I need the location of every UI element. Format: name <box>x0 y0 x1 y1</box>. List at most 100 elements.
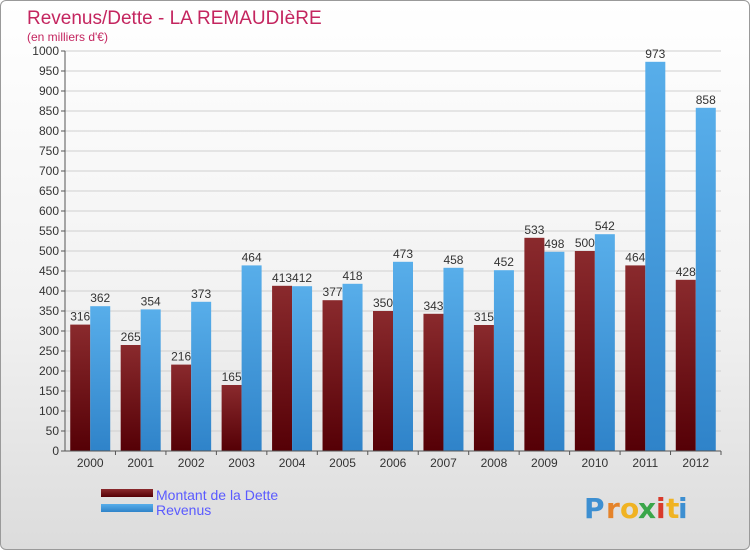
x-tick-label: 2007 <box>430 456 457 470</box>
bar-dette-2000 <box>70 324 91 451</box>
y-tick-label: 1000 <box>32 44 59 58</box>
data-label: 500 <box>575 236 595 250</box>
x-tick-label: 2009 <box>531 456 558 470</box>
data-label: 464 <box>242 250 262 264</box>
data-label: 362 <box>90 291 110 305</box>
bar-revenus-2012 <box>695 107 716 452</box>
y-tick-label: 400 <box>39 284 59 298</box>
y-tick-label: 150 <box>39 384 59 398</box>
bar-revenus-2006 <box>393 261 413 451</box>
x-tick-label: 2005 <box>329 456 356 470</box>
logo-letter: i <box>656 492 666 525</box>
bar-revenus-2008 <box>493 270 514 451</box>
bar-revenus-2010 <box>594 234 615 451</box>
x-tick-label: 2002 <box>178 456 205 470</box>
y-tick-label: 650 <box>39 184 59 198</box>
y-tick-label: 50 <box>46 424 60 438</box>
y-tick-label: 500 <box>39 244 59 258</box>
x-tick-label: 2004 <box>279 456 306 470</box>
x-tick-label: 2012 <box>682 456 709 470</box>
y-tick-label: 600 <box>39 204 59 218</box>
x-tick-label: 2003 <box>228 456 255 470</box>
legend-label-revenus: Revenus <box>156 502 211 518</box>
data-label: 373 <box>191 287 211 301</box>
data-label: 473 <box>393 247 413 261</box>
data-label: 413 <box>272 271 292 285</box>
legend-swatch-dette <box>101 489 153 497</box>
data-label: 418 <box>343 269 363 283</box>
y-tick-label: 900 <box>39 84 59 98</box>
data-label: 498 <box>544 237 564 251</box>
bar-dette-2009 <box>524 237 545 451</box>
y-tick-label: 100 <box>39 404 59 418</box>
logo-letter: x <box>638 492 656 525</box>
data-label: 165 <box>222 370 242 384</box>
x-tick-label: 2010 <box>581 456 608 470</box>
y-tick-label: 700 <box>39 164 59 178</box>
bar-dette-2010 <box>574 251 595 451</box>
data-label: 428 <box>676 265 696 279</box>
x-tick-label: 2006 <box>380 456 407 470</box>
y-tick-label: 950 <box>39 64 59 78</box>
data-label: 973 <box>645 47 665 61</box>
bar-dette-2007 <box>423 313 444 451</box>
data-label: 377 <box>323 285 343 299</box>
y-tick-label: 800 <box>39 124 59 138</box>
data-label: 458 <box>443 253 463 267</box>
bar-revenus-2005 <box>342 283 363 451</box>
bar-dette-2004 <box>272 285 293 451</box>
y-tick-label: 850 <box>39 104 59 118</box>
data-label: 412 <box>292 271 312 285</box>
chart-subtitle: (en milliers d'€) <box>27 30 108 44</box>
bar-revenus-2000 <box>90 306 111 451</box>
x-tick-label: 2001 <box>127 456 154 470</box>
bar-revenus-2004 <box>292 286 313 451</box>
y-tick-label: 350 <box>39 304 59 318</box>
data-label: 343 <box>423 299 443 313</box>
data-label: 350 <box>373 296 393 310</box>
x-tick-label: 2000 <box>77 456 104 470</box>
y-tick-label: 300 <box>39 324 59 338</box>
data-label: 216 <box>171 350 191 364</box>
bar-dette-2005 <box>322 300 343 451</box>
data-label: 858 <box>696 93 716 107</box>
bar-revenus-2007 <box>443 267 464 451</box>
data-label: 452 <box>494 255 514 269</box>
bar-dette-2011 <box>625 265 646 451</box>
data-label: 464 <box>625 250 645 264</box>
y-tick-label: 750 <box>39 144 59 158</box>
legend-label-dette: Montant de la Dette <box>156 487 278 503</box>
logo-letter: o <box>620 492 639 525</box>
y-tick-label: 250 <box>39 344 59 358</box>
bar-dette-2012 <box>675 279 696 451</box>
logo-letter: i <box>678 492 688 525</box>
y-tick-label: 450 <box>39 264 59 278</box>
data-label: 316 <box>70 310 90 324</box>
y-tick-label: 0 <box>52 444 59 458</box>
data-label: 354 <box>141 294 161 308</box>
y-tick-label: 200 <box>39 364 59 378</box>
y-tick-label: 550 <box>39 224 59 238</box>
bar-revenus-2009 <box>544 251 565 451</box>
bar-dette-2006 <box>373 311 393 451</box>
data-label: 542 <box>595 219 615 233</box>
bar-revenus-2011 <box>645 61 666 452</box>
data-label: 265 <box>121 330 141 344</box>
bar-revenus-2002 <box>191 301 212 451</box>
data-label: 315 <box>474 310 494 324</box>
data-label: 533 <box>524 223 544 237</box>
bar-revenus-2003 <box>241 265 262 451</box>
bar-dette-2003 <box>221 385 242 451</box>
x-tick-label: 2011 <box>632 456 658 470</box>
logo-letter: r <box>606 492 620 525</box>
logo-letter: P <box>584 492 605 525</box>
logo-letter: t <box>666 492 679 525</box>
bar-revenus-2001 <box>140 309 161 451</box>
x-tick-label: 2008 <box>481 456 508 470</box>
chart-title: Revenus/Dette - LA REMAUDIèRE <box>27 8 322 29</box>
legend: Montant de la Dette Revenus <box>101 487 278 518</box>
bar-dette-2002 <box>171 364 192 451</box>
bar-dette-2008 <box>473 325 494 451</box>
